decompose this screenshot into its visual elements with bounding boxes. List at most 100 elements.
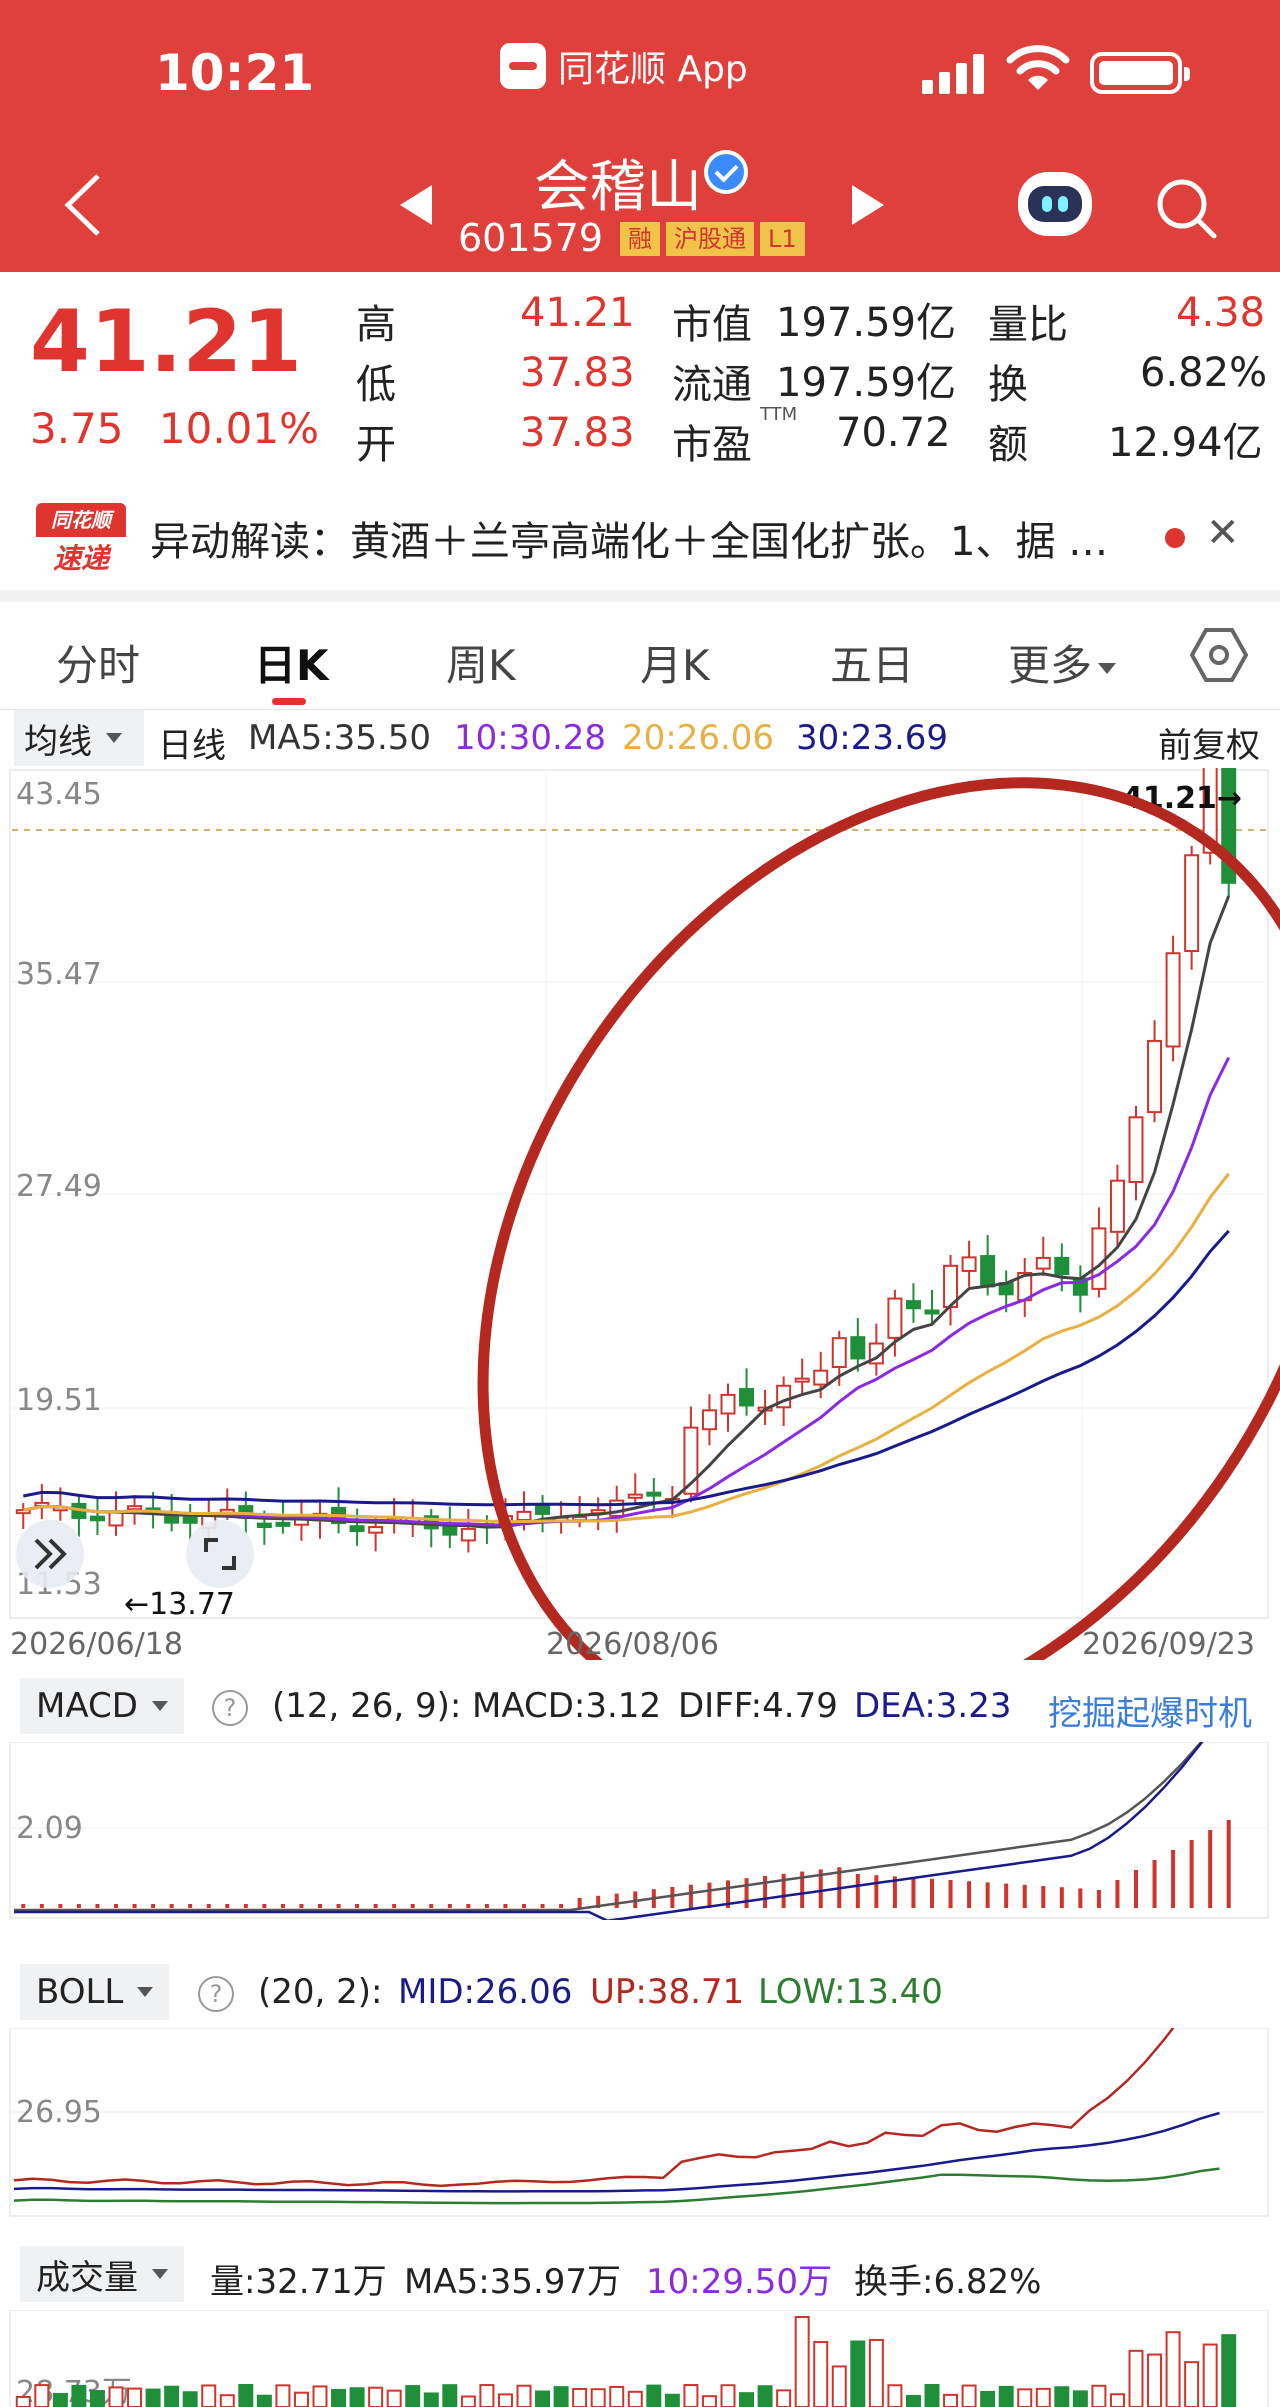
float-cap-value: 197.59亿 <box>776 360 956 406</box>
macd-bar <box>262 1904 267 1908</box>
macd-bar <box>985 1882 990 1908</box>
macd-select[interactable]: MACD <box>20 1678 184 1734</box>
volume-bar <box>275 2384 291 2407</box>
boll-mid-line <box>13 2111 1220 2193</box>
macd-bar <box>726 1880 730 1908</box>
volume-bar <box>219 2394 235 2407</box>
ma-legend: 均线 日线 MA5:35.50 10:30.28 20:26.06 30:23.… <box>0 710 1280 768</box>
volume-ma5: MA5:35.97万 <box>404 2262 622 2302</box>
tab-more[interactable]: 更多 <box>1008 632 1117 693</box>
kline-chart[interactable]: 43.45 35.47 27.49 19.51 11.53 41.21→ ←13… <box>0 768 1280 1660</box>
volume-bar <box>961 2384 977 2407</box>
macd-bar <box>429 1904 434 1908</box>
volume-bar <box>34 2384 50 2407</box>
volume-bar <box>1035 2387 1051 2407</box>
volume-bar <box>312 2385 328 2407</box>
ai-robot-icon[interactable] <box>1018 172 1092 236</box>
help-icon[interactable]: ? <box>212 1690 248 1726</box>
macd-bar <box>1078 1888 1083 1908</box>
macd-bar <box>392 1904 397 1908</box>
back-icon[interactable] <box>60 170 108 240</box>
indicator-select[interactable]: 均线 <box>14 710 144 766</box>
volume-bar <box>201 2384 217 2407</box>
macd-bar <box>484 1904 489 1908</box>
y-tick-3: 19.51 <box>16 1383 102 1418</box>
high-label: 高 <box>356 302 396 348</box>
boll-mid: MID:26.06 <box>398 1972 573 2012</box>
macd-bar <box>1004 1883 1009 1908</box>
volume-value: 量:32.71万 <box>210 2262 387 2302</box>
app-logo-icon <box>500 43 546 89</box>
tab-monthly-k[interactable]: 月K <box>640 641 710 690</box>
candle-body <box>850 1336 866 1360</box>
gear-icon[interactable] <box>1190 626 1248 684</box>
tab-intraday[interactable]: 分时 <box>56 641 141 690</box>
macd-bar <box>1115 1880 1120 1908</box>
adjust-mode[interactable]: 前复权 <box>1158 726 1260 766</box>
candle-body <box>980 1255 996 1288</box>
volume-bar <box>182 2391 198 2407</box>
macd-bar <box>355 1904 360 1908</box>
change-row: 3.75 10.01% <box>30 404 319 453</box>
amount-value: 12.94亿 <box>1108 420 1263 466</box>
market-cap-label: 市值 <box>672 302 752 348</box>
min-price-label: ←13.77 <box>124 1587 235 1622</box>
candle-body <box>127 1505 143 1511</box>
news-ticker[interactable]: 同花顺 速递 异动解读：黄酒＋兰亭高端化＋全国化扩张。1、据 … <box>0 485 1280 590</box>
volume-select[interactable]: 成交量 <box>20 2246 184 2302</box>
battery-icon <box>1090 52 1190 94</box>
close-news-icon[interactable]: ✕ <box>1206 510 1240 556</box>
volume-bar <box>998 2385 1014 2407</box>
tab-daily-k[interactable]: 日K <box>254 641 329 690</box>
volume-bar <box>794 2316 810 2407</box>
volume-bar <box>479 2384 495 2407</box>
active-tab-indicator <box>272 698 306 705</box>
kline-ma-lines <box>23 895 1231 1529</box>
boll-params: (20, 2): <box>258 1972 383 2012</box>
search-icon[interactable] <box>1154 176 1218 240</box>
volume-ratio-value: 4.38 <box>1176 290 1266 336</box>
volume-bar <box>572 2387 588 2407</box>
next-stock-icon[interactable] <box>848 183 888 227</box>
low-label: 低 <box>356 362 396 408</box>
macd-bar <box>206 1904 211 1908</box>
macd-bar <box>132 1904 137 1908</box>
x-date-2: 2026/09/23 <box>1082 1627 1255 1660</box>
expand-left-icon[interactable] <box>16 1520 84 1588</box>
volume-bar <box>627 2390 643 2407</box>
news-text[interactable]: 异动解读：黄酒＋兰亭高端化＋全国化扩张。1、据 … <box>150 519 1109 565</box>
macd-bar <box>614 1893 619 1908</box>
volume-bar <box>1072 2390 1088 2407</box>
stock-header: 10:21 同花顺 App 会稽山 601579 融 沪股通 L1 <box>0 0 1280 272</box>
macd-bar <box>318 1904 322 1908</box>
badge-level: L1 <box>760 222 805 256</box>
volume-bar <box>1147 2353 1163 2407</box>
chevron-down-icon <box>152 2269 168 2279</box>
macd-bar <box>373 1904 378 1908</box>
y-tick-2: 27.49 <box>16 1169 102 1204</box>
macd-bar <box>114 1904 118 1908</box>
volume-bar <box>89 2390 105 2407</box>
candle-body <box>794 1377 810 1383</box>
chevron-down-icon <box>1098 663 1117 674</box>
prev-stock-icon[interactable] <box>396 183 436 227</box>
tab-weekly-k[interactable]: 周K <box>446 641 516 690</box>
volume-bar <box>813 2341 829 2407</box>
candle-body <box>1035 1256 1051 1270</box>
help-icon[interactable]: ? <box>198 1976 234 2012</box>
macd-bar <box>76 1904 81 1908</box>
cellular-signal-icon <box>922 50 984 94</box>
ma10-value: 10:30.28 <box>454 718 607 758</box>
volume-bar <box>943 2393 959 2407</box>
volume-bar <box>164 2385 180 2407</box>
tab-five-day[interactable]: 五日 <box>830 641 915 690</box>
macd-bar <box>818 1869 823 1908</box>
candle-body <box>831 1337 847 1369</box>
volume-bar <box>831 2365 847 2407</box>
fullscreen-icon[interactable] <box>186 1520 254 1588</box>
volume-bar <box>1109 2393 1125 2407</box>
macd-signal-link[interactable]: 挖掘起爆时机 <box>1048 1694 1252 1734</box>
stock-code: 601579 <box>458 216 604 260</box>
boll-select[interactable]: BOLL <box>20 1964 170 2020</box>
macd-bar <box>892 1876 897 1908</box>
